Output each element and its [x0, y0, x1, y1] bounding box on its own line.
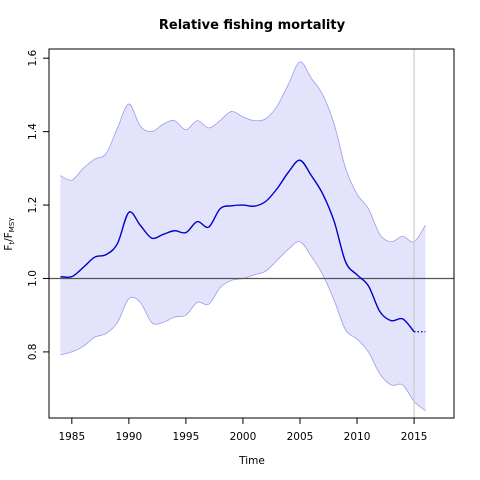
x-tick-label: 2005	[287, 431, 314, 443]
x-tick-label: 2015	[401, 431, 428, 443]
y-tick-label: 1.0	[27, 270, 39, 287]
x-tick-label: 1985	[58, 431, 85, 443]
estimate-line	[60, 159, 415, 333]
plot-area	[49, 49, 454, 418]
plot-frame	[48, 48, 455, 419]
x-tick-label: 1995	[173, 431, 200, 443]
x-tick-label: 1990	[115, 431, 142, 443]
y-label-base: F	[3, 245, 15, 251]
y-tick-label: 1.2	[27, 197, 39, 214]
y-tick-label: 0.8	[27, 344, 39, 361]
y-label-sub1: t	[8, 242, 16, 245]
x-axis: 1985 1990 1995 2000 2005 2010 2015	[58, 418, 427, 443]
x-tick-label: 2010	[344, 431, 371, 443]
chart-title: Relative fishing mortality	[159, 18, 346, 33]
y-tick-label: 1.6	[27, 50, 39, 67]
y-label-sub2: MSY	[8, 217, 16, 232]
upper-bound-line	[60, 61, 426, 243]
confidence-band	[60, 61, 426, 411]
y-axis: 0.8 1.0 1.2 1.4 1.6	[27, 50, 49, 361]
y-label-mid: /F	[3, 232, 15, 242]
y-axis-label: Ft/FMSY	[3, 217, 16, 251]
x-tick-label: 2000	[230, 431, 257, 443]
x-axis-label: Time	[238, 455, 265, 467]
y-tick-label: 1.4	[27, 123, 39, 140]
